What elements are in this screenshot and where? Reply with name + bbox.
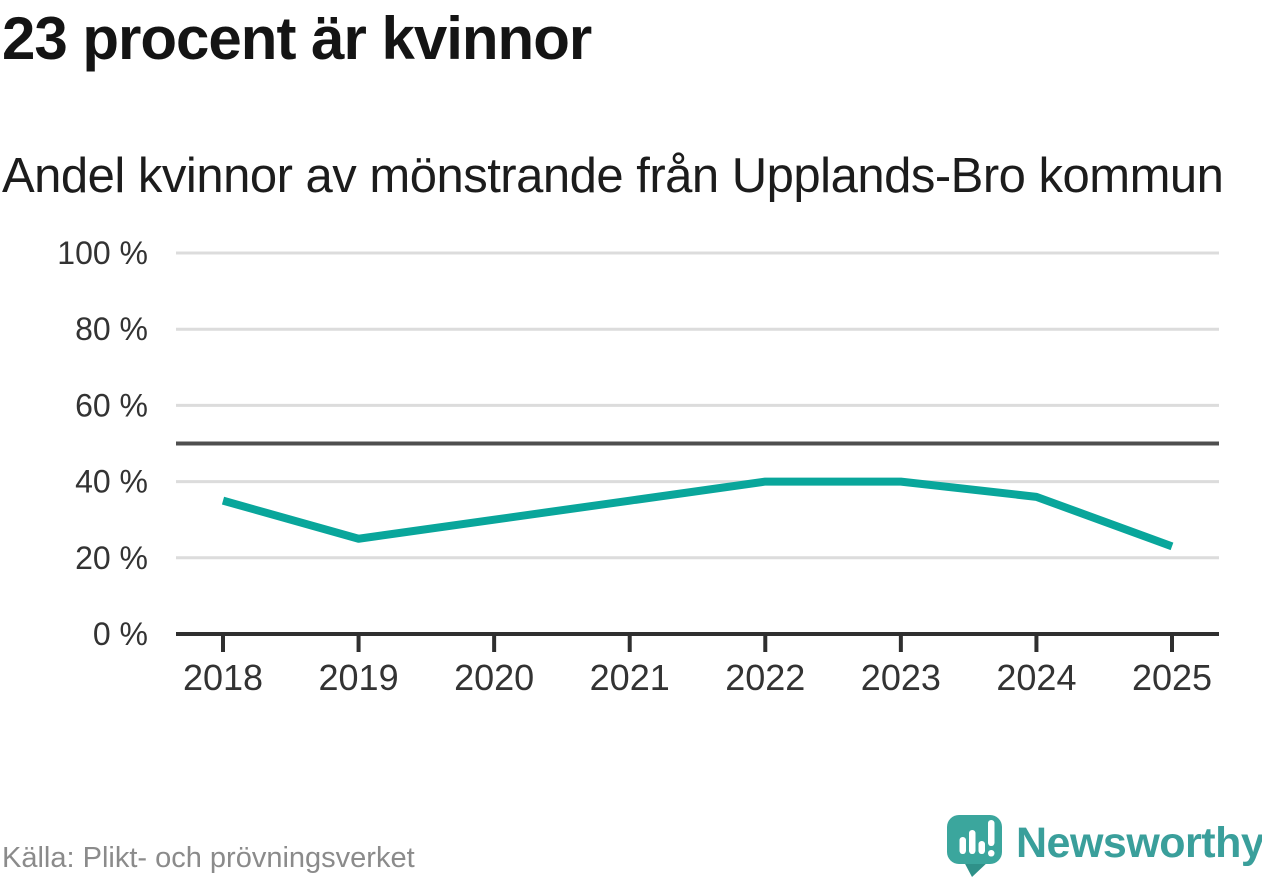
y-axis-tick-label: 80 % — [75, 311, 148, 347]
source-note: Källa: Plikt- och prövningsverket — [2, 842, 415, 874]
y-axis-tick-label: 0 % — [93, 616, 148, 652]
exclamation-dot-icon — [988, 850, 995, 857]
newsworthy-logo: Newsworthy — [945, 814, 1262, 878]
newsworthy-bubble-chart-icon — [947, 815, 1002, 877]
x-axis-tick-label: 2024 — [996, 657, 1076, 698]
y-axis-tick-label: 40 % — [75, 464, 148, 500]
x-axis-tick-label: 2025 — [1132, 657, 1212, 698]
data-line — [221, 477, 1174, 551]
x-axis-tick-label: 2018 — [183, 657, 263, 698]
y-axis-tick-label: 100 % — [57, 235, 148, 271]
page-title: 23 procent är kvinnor — [2, 5, 592, 72]
x-axis-tick-label: 2019 — [319, 657, 399, 698]
x-axis-tick-label: 2020 — [454, 657, 534, 698]
bar-icon-tall — [969, 830, 976, 854]
y-axis-tick-label: 20 % — [75, 540, 148, 576]
bar-icon-small — [978, 841, 985, 854]
x-axis-tick-label: 2022 — [725, 657, 805, 698]
x-axis-tick-label: 2021 — [590, 657, 670, 698]
exclamation-mark-icon — [988, 820, 995, 846]
x-axis-tick-label: 2023 — [861, 657, 941, 698]
chart-subtitle: Andel kvinnor av mönstrande från Uppland… — [2, 149, 1224, 203]
newsworthy-logo-text: Newsworthy — [1016, 819, 1262, 867]
y-axis-tick-label: 60 % — [75, 387, 148, 423]
speech-bubble-tail — [963, 860, 990, 877]
bar-icon-short — [959, 837, 966, 854]
